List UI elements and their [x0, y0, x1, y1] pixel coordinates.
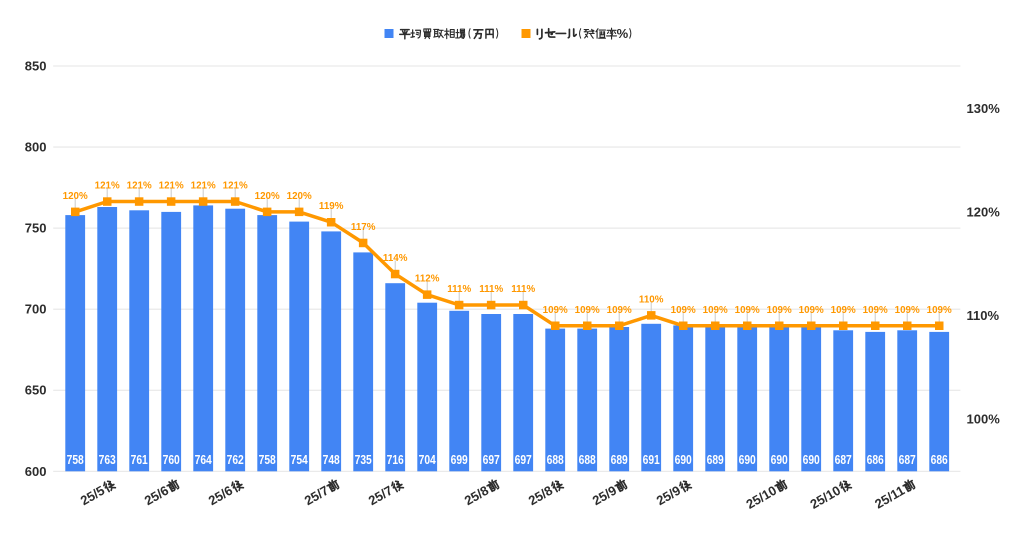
svg-text:130%: 130%	[967, 101, 1001, 116]
svg-text:100%: 100%	[967, 411, 1001, 426]
svg-text:697: 697	[483, 453, 500, 467]
svg-text:761: 761	[131, 453, 148, 467]
svg-text:109%: 109%	[671, 305, 696, 316]
svg-text:121%: 121%	[223, 181, 248, 192]
svg-text:690: 690	[803, 453, 820, 467]
svg-text:750: 750	[25, 221, 47, 236]
svg-text:109%: 109%	[607, 305, 632, 316]
svg-text:689: 689	[707, 453, 724, 467]
svg-text:119%: 119%	[319, 201, 344, 212]
svg-text:690: 690	[771, 453, 788, 467]
svg-text:688: 688	[579, 453, 596, 467]
svg-text:699: 699	[451, 453, 468, 467]
svg-text:691: 691	[643, 453, 660, 467]
svg-text:114%: 114%	[383, 253, 408, 264]
svg-text:748: 748	[323, 453, 340, 467]
svg-text:735: 735	[355, 453, 372, 467]
svg-text:112%: 112%	[415, 274, 440, 285]
svg-text:716: 716	[387, 453, 404, 467]
svg-text:120%: 120%	[63, 191, 88, 202]
svg-text:690: 690	[675, 453, 692, 467]
svg-text:110%: 110%	[967, 308, 1000, 323]
svg-text:117%: 117%	[351, 222, 376, 233]
svg-text:754: 754	[291, 453, 308, 467]
svg-text:120%: 120%	[287, 191, 312, 202]
svg-text:758: 758	[67, 453, 84, 467]
svg-text:121%: 121%	[159, 181, 184, 192]
svg-text:121%: 121%	[191, 181, 216, 192]
svg-text:762: 762	[227, 453, 244, 467]
svg-text:120%: 120%	[967, 204, 1001, 219]
svg-text:758: 758	[259, 453, 276, 467]
svg-text:111%: 111%	[447, 284, 471, 295]
svg-text:700: 700	[25, 302, 47, 317]
svg-text:109%: 109%	[767, 305, 792, 316]
svg-text:764: 764	[195, 453, 212, 467]
svg-text:121%: 121%	[95, 181, 120, 192]
svg-text:120%: 120%	[255, 191, 280, 202]
svg-text:109%: 109%	[831, 305, 856, 316]
svg-text:760: 760	[163, 453, 180, 467]
svg-text:109%: 109%	[863, 305, 888, 316]
svg-text:686: 686	[931, 453, 948, 467]
svg-text:111%: 111%	[511, 284, 535, 295]
svg-text:686: 686	[867, 453, 884, 467]
svg-text:704: 704	[419, 453, 436, 467]
svg-text:110%: 110%	[639, 294, 664, 305]
svg-text:600: 600	[25, 464, 47, 479]
svg-text:689: 689	[611, 453, 628, 467]
svg-text:763: 763	[99, 453, 116, 467]
svg-text:690: 690	[739, 453, 756, 467]
svg-text:109%: 109%	[895, 305, 920, 316]
svg-text:111%: 111%	[479, 284, 503, 295]
svg-text:109%: 109%	[735, 305, 760, 316]
svg-text:688: 688	[547, 453, 564, 467]
svg-text:800: 800	[25, 140, 47, 155]
svg-text:121%: 121%	[127, 181, 152, 192]
svg-text:687: 687	[835, 453, 852, 467]
svg-text:687: 687	[899, 453, 916, 467]
svg-text:109%: 109%	[799, 305, 824, 316]
svg-text:850: 850	[25, 59, 47, 74]
svg-text:109%: 109%	[575, 305, 600, 316]
svg-text:109%: 109%	[543, 305, 568, 316]
svg-text:109%: 109%	[703, 305, 728, 316]
svg-text:109%: 109%	[927, 305, 952, 316]
svg-text:650: 650	[25, 383, 47, 398]
svg-text:%: %	[617, 26, 629, 41]
svg-text:697: 697	[515, 453, 532, 467]
